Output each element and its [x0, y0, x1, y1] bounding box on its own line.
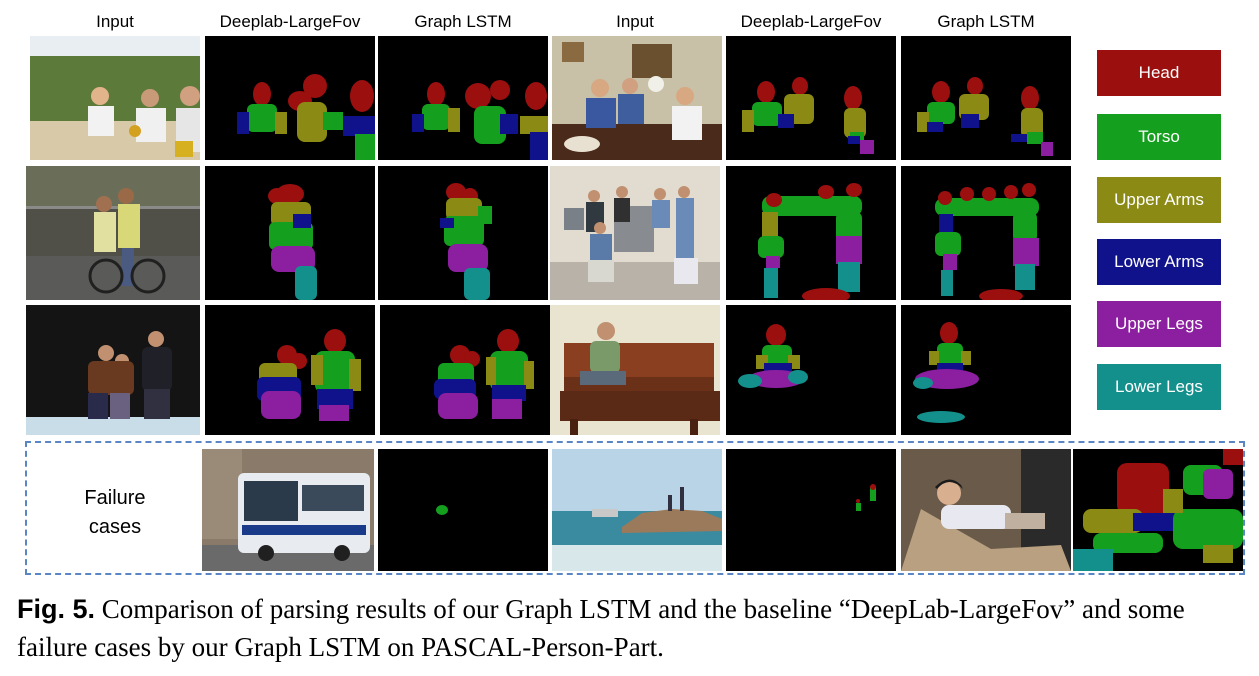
photo-row2-left [26, 166, 200, 300]
deeplab-result-row2-left [205, 166, 375, 300]
graphlstm-result-row2-left [378, 166, 548, 300]
legend-torso: Torso [1097, 114, 1221, 160]
header-graphlstm-right: Graph LSTM [937, 12, 1035, 31]
legend-head: Head [1097, 50, 1221, 96]
graphlstm-result-row1-left [378, 36, 548, 160]
graphlstm-result-row2-right [901, 166, 1071, 300]
figure-label: Fig. 5. [17, 594, 96, 624]
graphlstm-result-row1-right [901, 36, 1071, 160]
photo-row1-right [552, 36, 722, 160]
deeplab-result-row2-right [726, 166, 896, 300]
deeplab-result-row3-left [205, 305, 375, 435]
header-input-left: Input [96, 12, 134, 31]
failure-label-line2: cases [88, 516, 142, 538]
deeplab-result-row1-right [726, 36, 896, 160]
photo-row3-left [26, 305, 200, 435]
header-input-right: Input [616, 12, 654, 31]
caption-text: Comparison of parsing results of our Gra… [17, 594, 1185, 662]
photo-row1-left [30, 36, 200, 160]
header-deeplab-left: Deeplab-LargeFov [219, 12, 361, 31]
failure-photo-hammock [901, 449, 1071, 571]
legend-upper-legs: Upper Legs [1097, 301, 1221, 347]
graphlstm-result-row3-right [901, 305, 1071, 435]
figure-caption: Fig. 5. Comparison of parsing results of… [17, 590, 1252, 666]
failure-photo-sea [552, 449, 722, 571]
legend-lower-legs: Lower Legs [1097, 364, 1221, 410]
failure-cases-frame [25, 441, 1245, 575]
failure-result-bus [378, 449, 548, 571]
failure-result-hammock [1073, 449, 1243, 571]
photo-row2-right [550, 166, 720, 300]
failure-cases-label: Failure cases [50, 484, 180, 542]
failure-label-line1: Failure [84, 487, 146, 509]
photo-row3-right [550, 305, 720, 435]
legend-lower-arms: Lower Arms [1097, 239, 1221, 285]
deeplab-result-row3-right [726, 305, 896, 435]
header-deeplab-right: Deeplab-LargeFov [740, 12, 882, 31]
failure-photo-bus [202, 449, 374, 571]
deeplab-result-row1-left [205, 36, 375, 160]
legend-upper-arms: Upper Arms [1097, 177, 1221, 223]
graphlstm-result-row3-left [380, 305, 550, 435]
header-graphlstm-left: Graph LSTM [414, 12, 512, 31]
failure-result-sea [726, 449, 896, 571]
